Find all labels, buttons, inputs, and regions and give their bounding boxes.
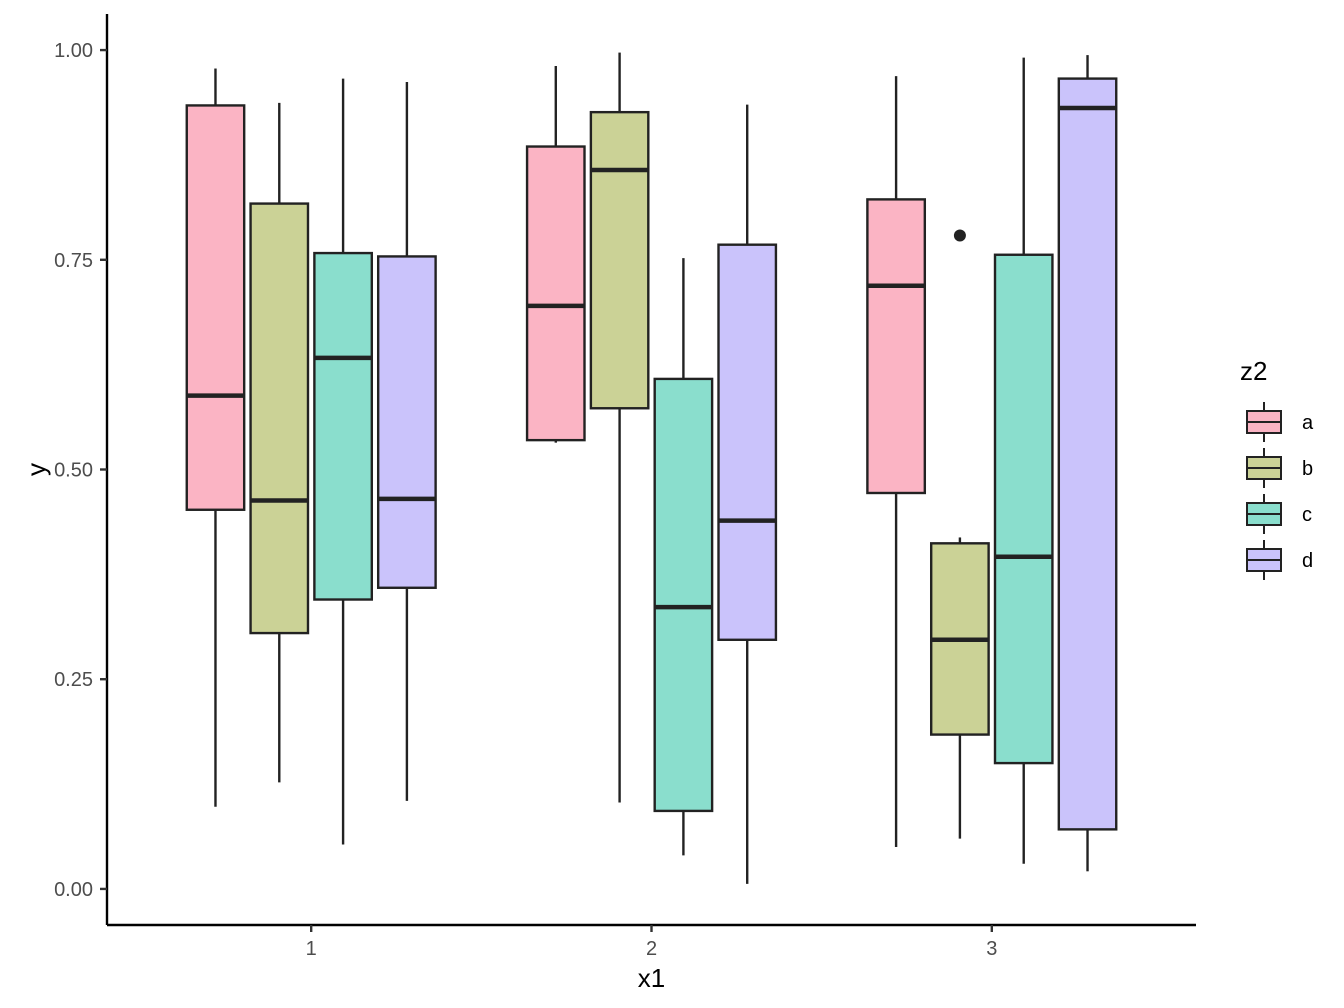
legend-label: c [1302,504,1312,526]
y-tick-label: 0.50 [54,460,93,482]
box-c-1 [313,78,374,845]
x-axis: 1 2 3 [107,923,1196,960]
legend-item-d: d [1246,540,1313,580]
legend-item-a: a [1246,402,1314,442]
y-tick-label: 0.00 [54,879,93,901]
box-a-3 [866,76,927,847]
y-tick-label: 1.00 [54,40,93,62]
legend-label: d [1302,550,1313,572]
box-a-1 [185,68,246,807]
legend: z2 a b c d [1240,356,1314,580]
box-body [525,145,586,442]
box-body [313,251,374,601]
box-body [376,255,437,589]
box-d-3 [1057,55,1118,872]
box-d-1 [376,81,437,801]
legend-label: a [1302,412,1314,434]
box-b-2 [589,52,650,803]
box-body [717,243,778,641]
x-axis-title: x1 [638,963,665,993]
legend-title: z2 [1240,356,1267,386]
box-body [866,198,927,495]
box-body [185,104,246,511]
x-tick-label: 2 [646,938,657,960]
box-c-2 [653,258,714,856]
box-body [653,377,714,813]
y-axis-title: y [21,463,51,476]
box-body [589,110,650,410]
legend-item-b: b [1246,448,1313,488]
outlier-point [953,229,966,242]
x-tick-label: 1 [306,938,317,960]
box-body [249,202,310,635]
box-c-3 [993,57,1054,864]
box-body [1057,77,1118,831]
y-tick-label: 0.75 [54,250,93,272]
box-a-2 [525,66,586,443]
boxes-layer [185,52,1118,884]
box-b-3 [929,229,990,839]
legend-item-c: c [1246,494,1312,534]
box-d-2 [717,104,778,884]
box-body [993,253,1054,765]
box-b-1 [249,102,310,783]
x-tick-label: 3 [986,938,997,960]
y-axis: 0.00 0.25 0.50 0.75 1.00 [54,14,109,925]
y-tick-label: 0.25 [54,669,93,691]
legend-label: b [1302,458,1313,480]
